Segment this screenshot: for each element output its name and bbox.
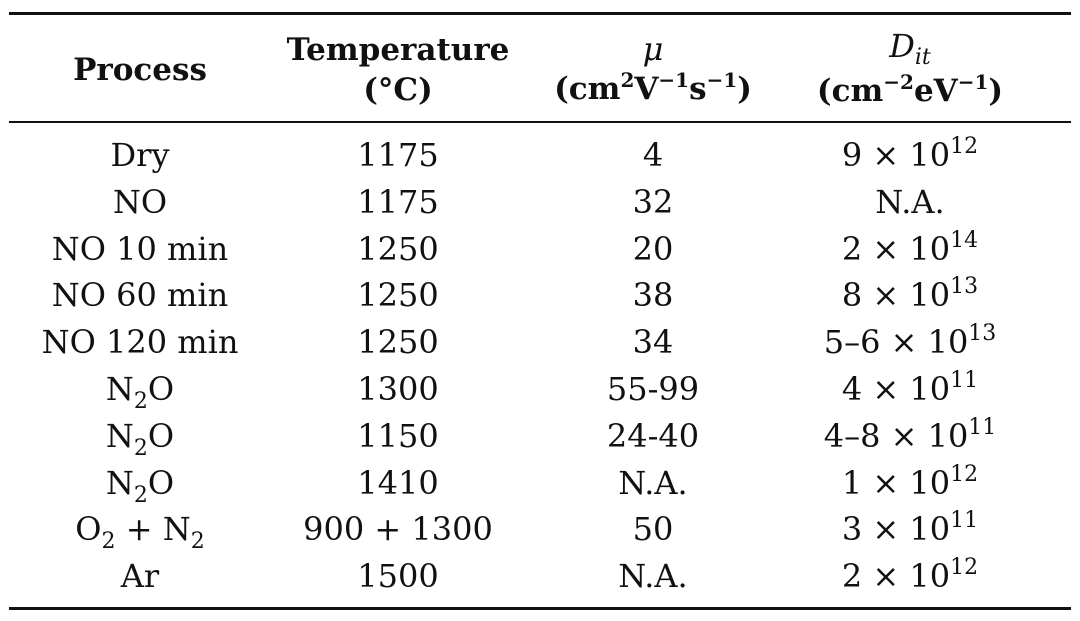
table-top-rule xyxy=(9,12,1071,15)
table-row: NO 120 min 1250 34 5–6 × 1013 xyxy=(0,319,1080,366)
cell-process: Dry xyxy=(110,136,170,174)
cell-mobility: 38 xyxy=(632,276,674,315)
cell-dit: 9 × 1012 xyxy=(841,134,979,174)
header-dit-symbol: Dit xyxy=(889,27,931,70)
cell-process: NO 10 min xyxy=(51,229,229,268)
header-process-label: Process xyxy=(73,52,207,88)
table-row: Dry 1175 4 9 × 1012 xyxy=(0,132,1080,179)
header-temperature-label: Temperature xyxy=(286,32,510,68)
table-row: N2O 1410 N.A. 1 × 1012 xyxy=(0,460,1080,508)
cell-temperature: 1150 xyxy=(357,416,439,455)
cell-mobility: 20 xyxy=(632,229,674,268)
cell-temperature: 900 + 1300 xyxy=(303,510,493,549)
table-bottom-rule xyxy=(9,607,1071,610)
table-row: NO 10 min 1250 20 2 × 1014 xyxy=(0,226,1080,273)
cell-process: NO xyxy=(112,182,168,221)
header-temperature: Temperature (°C) xyxy=(280,22,516,118)
cell-dit: 2 × 1014 xyxy=(841,227,979,268)
cell-process: N2O xyxy=(105,369,175,414)
cell-temperature: 1500 xyxy=(357,557,439,596)
cell-process: N2O xyxy=(105,463,175,508)
cell-temperature: 1300 xyxy=(357,369,439,408)
table-row: NO 60 min 1250 38 8 × 1013 xyxy=(0,272,1080,319)
cell-mobility: N.A. xyxy=(618,463,688,502)
cell-dit: 3 × 1011 xyxy=(841,508,979,549)
header-process: Process xyxy=(20,22,260,118)
table-header-row: Process Temperature (°C) μ (cm2V−1s−1) D… xyxy=(0,22,1080,118)
cell-process: O2 + N2 xyxy=(75,510,205,555)
cell-mobility: 50 xyxy=(632,510,674,549)
cell-dit: 5–6 × 1013 xyxy=(823,321,997,362)
header-mobility-unit: (cm2V−1s−1) xyxy=(554,67,752,107)
table-row: NO 1175 32 N.A. xyxy=(0,179,1080,226)
cell-dit: N.A. xyxy=(875,182,945,221)
header-mobility-symbol: μ xyxy=(642,29,664,68)
cell-mobility: 34 xyxy=(632,323,674,362)
table-body: Dry 1175 4 9 × 1012 NO 1175 32 N.A. NO 1… xyxy=(0,132,1080,600)
table-row: N2O 1150 24-40 4–8 × 1011 xyxy=(0,413,1080,461)
cell-dit: 1 × 1012 xyxy=(841,461,979,502)
cell-dit: 8 × 1013 xyxy=(841,274,979,315)
cell-mobility: N.A. xyxy=(618,557,688,596)
cell-temperature: 1250 xyxy=(357,276,439,315)
header-mobility: μ (cm2V−1s−1) xyxy=(540,22,766,118)
cell-temperature: 1175 xyxy=(357,182,439,221)
cell-mobility: 4 xyxy=(642,136,664,174)
cell-process: NO 120 min xyxy=(41,323,239,362)
cell-process: Ar xyxy=(120,557,160,596)
cell-dit: 4 × 1011 xyxy=(841,367,979,408)
cell-temperature: 1250 xyxy=(357,229,439,268)
cell-temperature: 1410 xyxy=(357,463,439,502)
table-row: O2 + N2 900 + 1300 50 3 × 1011 xyxy=(0,506,1080,555)
header-dit: Dit (cm−2eV−1) xyxy=(790,22,1030,118)
cell-process: N2O xyxy=(105,416,175,461)
header-temperature-unit: (°C) xyxy=(363,72,433,108)
table-row: N2O 1300 55-99 4 × 1011 xyxy=(0,366,1080,414)
cell-temperature: 1250 xyxy=(357,323,439,362)
cell-mobility: 24-40 xyxy=(606,416,700,455)
cell-process: NO 60 min xyxy=(51,276,229,315)
cell-mobility: 32 xyxy=(632,182,674,221)
cell-temperature: 1175 xyxy=(357,136,439,174)
cell-dit: 4–8 × 1011 xyxy=(823,414,997,455)
cell-mobility: 55-99 xyxy=(606,369,700,408)
table-row: Ar 1500 N.A. 2 × 1012 xyxy=(0,553,1080,600)
table-header-rule xyxy=(9,121,1071,123)
cell-dit: 2 × 1012 xyxy=(841,555,979,596)
header-dit-unit: (cm−2eV−1) xyxy=(816,70,1004,109)
